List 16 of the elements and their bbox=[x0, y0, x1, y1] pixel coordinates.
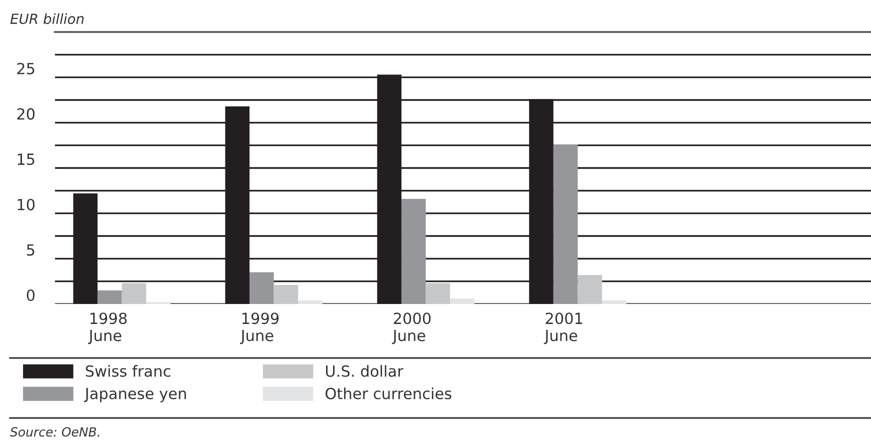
x-tick-label: 1998 June bbox=[88, 312, 127, 344]
y-tick-label: 5 bbox=[27, 244, 34, 256]
legend-label: U.S. dollar bbox=[326, 365, 404, 377]
x-tick-label: 1999 June bbox=[240, 312, 279, 344]
x-tick-label: 2001 June bbox=[544, 312, 582, 344]
legend-label: Other currencies bbox=[326, 387, 452, 400]
source-note: Source: OeNB. bbox=[10, 427, 100, 437]
x-tick-label: 2000 June bbox=[392, 312, 431, 344]
legend-label: Japanese yen bbox=[84, 388, 186, 402]
y-tick-label: 10 bbox=[18, 198, 35, 210]
y-tick-label: 20 bbox=[17, 108, 35, 120]
legend-label: Swiss franc bbox=[86, 365, 170, 377]
y-axis-title: EUR billion bbox=[10, 13, 84, 24]
y-tick-label: 15 bbox=[18, 154, 34, 166]
y-tick-label: 25 bbox=[17, 62, 34, 74]
y-tick-label: 0 bbox=[26, 289, 35, 302]
